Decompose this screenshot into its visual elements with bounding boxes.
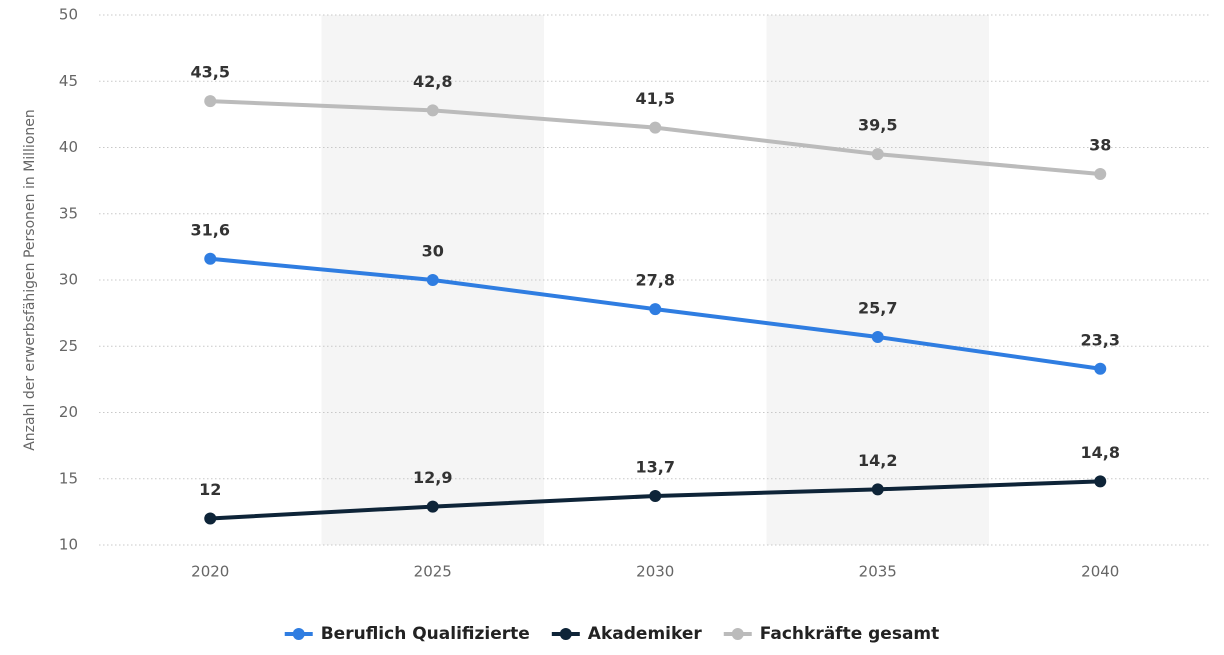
point — [204, 252, 217, 265]
y-tick-label: 25 — [59, 337, 78, 355]
y-tick-label: 20 — [59, 403, 78, 421]
value-label: 14,2 — [858, 451, 897, 470]
point — [871, 148, 884, 161]
legend-label: Fachkräfte gesamt — [760, 624, 940, 644]
x-tick-label: 2035 — [859, 563, 897, 581]
value-label: 25,7 — [858, 298, 897, 317]
y-tick-label: 50 — [59, 6, 78, 24]
point — [426, 274, 439, 286]
point — [1094, 362, 1107, 375]
point — [871, 330, 884, 343]
y-tick-label: 15 — [59, 469, 78, 487]
value-label: 27,8 — [636, 271, 675, 290]
legend-marker — [292, 628, 305, 640]
point — [426, 104, 439, 117]
legend: Beruflich Qualifizierte Akademiker Fachkrä… — [284, 624, 940, 644]
y-tick-label: 35 — [59, 204, 78, 222]
point — [649, 121, 662, 134]
value-label: 30 — [422, 242, 444, 261]
y-tick-label: 30 — [59, 271, 78, 289]
legend-label: Beruflich Qualifizierte — [321, 624, 530, 644]
point — [204, 95, 217, 108]
value-label: 14,8 — [1081, 443, 1120, 462]
value-label: 12 — [199, 480, 221, 499]
x-tick-label: 2020 — [191, 563, 229, 581]
point — [871, 483, 884, 496]
legend-label: Akademiker — [588, 624, 703, 644]
value-label: 38 — [1089, 136, 1111, 155]
value-label: 13,7 — [636, 457, 675, 476]
value-label: 42,8 — [413, 72, 452, 91]
point — [204, 512, 217, 525]
x-tick-label: 2040 — [1081, 563, 1119, 581]
value-label: 31,6 — [191, 220, 230, 239]
point — [649, 303, 662, 316]
x-tick-label: 2030 — [636, 563, 674, 581]
value-label: 23,3 — [1081, 330, 1120, 349]
legend-marker — [731, 628, 744, 640]
legend-marker — [559, 628, 572, 640]
point — [426, 500, 439, 513]
point — [649, 489, 662, 502]
point — [1094, 168, 1107, 180]
y-tick-label: 45 — [59, 72, 78, 90]
point — [1094, 475, 1107, 488]
y-tick-label: 10 — [59, 536, 78, 554]
value-label: 12,9 — [413, 468, 452, 487]
value-label: 39,5 — [858, 116, 897, 135]
x-tick-label: 2025 — [414, 563, 452, 581]
value-label: 43,5 — [191, 63, 230, 82]
y-axis-title: Anzahl der erwerbsfähigen Personen in Mi… — [22, 109, 38, 451]
y-tick-label: 40 — [59, 138, 78, 156]
value-label: 41,5 — [636, 89, 675, 108]
